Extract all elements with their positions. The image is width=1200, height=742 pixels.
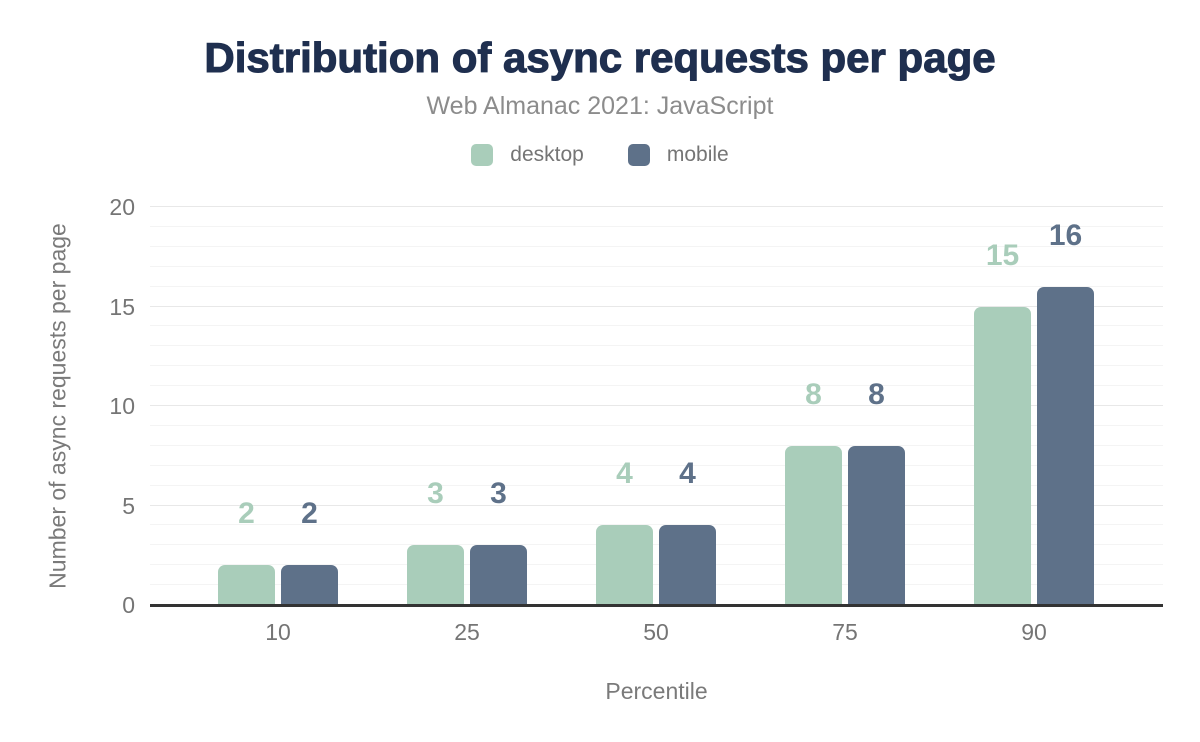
bar-value-label-mobile-p25: 3 — [490, 477, 507, 511]
bar-mobile-p25 — [470, 545, 527, 605]
y-tick-label: 0 — [122, 592, 135, 618]
bar-mobile-p90 — [1037, 286, 1094, 605]
y-tick-label: 15 — [109, 293, 135, 320]
bar-mobile-p10 — [281, 565, 338, 605]
bar-value-label-mobile-p50: 4 — [679, 457, 696, 491]
minor-gridline — [150, 325, 1163, 327]
minor-gridline — [150, 524, 1163, 526]
minor-gridline — [150, 444, 1163, 446]
bar-value-label-desktop-p25: 3 — [427, 477, 444, 511]
desktop-series-swatch — [471, 144, 494, 166]
bar-desktop-p90 — [974, 306, 1031, 605]
legend-label-mobile: mobile — [666, 143, 729, 166]
bar-mobile-p50 — [659, 525, 716, 605]
y-axis-tick-labels: 0 5 10 15 20 — [0, 194, 135, 618]
x-axis-title: Percentile — [605, 678, 708, 704]
legend-label-desktop: desktop — [510, 143, 584, 166]
bar-desktop-p75 — [785, 445, 842, 605]
minor-gridline — [150, 385, 1163, 387]
minor-gridline — [150, 345, 1163, 347]
bar-value-label-desktop-p75: 8 — [805, 377, 822, 411]
minor-gridline — [150, 265, 1163, 267]
bar-value-label-mobile-p90: 16 — [1048, 218, 1083, 252]
minor-gridline — [150, 424, 1163, 426]
x-tick-label: 50 — [643, 619, 669, 645]
minor-gridline — [150, 365, 1163, 367]
bar-value-label-mobile-p10: 2 — [301, 497, 318, 531]
x-tick-label: 10 — [265, 619, 291, 645]
minor-gridline — [150, 564, 1163, 566]
chart-subtitle: Web Almanac 2021: JavaScript — [426, 92, 774, 120]
bar-desktop-p50 — [596, 525, 653, 605]
bar-value-label-desktop-p90: 15 — [985, 238, 1020, 272]
minor-gridline — [150, 225, 1163, 227]
minor-gridline — [150, 245, 1163, 247]
minor-gridline — [150, 584, 1163, 586]
major-gridline — [150, 504, 1163, 506]
plot-area: 2 2 3 3 4 4 8 8 15 16 — [150, 206, 1163, 607]
chart-title: Distribution of async requests per page — [204, 33, 996, 81]
bar-value-label-mobile-p75: 8 — [868, 377, 885, 411]
major-gridline — [150, 305, 1163, 307]
minor-gridline — [150, 484, 1163, 486]
bar-desktop-p25 — [407, 545, 464, 605]
x-axis-tick-labels: 10 25 50 75 90 — [150, 619, 1163, 645]
x-tick-label: 90 — [1021, 619, 1047, 645]
bar-mobile-p75 — [848, 445, 905, 605]
bar-value-label-desktop-p50: 4 — [616, 457, 633, 491]
legend: desktop mobile — [0, 142, 1200, 168]
x-tick-label: 75 — [832, 619, 858, 645]
x-tick-label: 25 — [454, 619, 480, 645]
y-tick-label: 10 — [109, 393, 135, 419]
legend-item-desktop[interactable]: desktop — [471, 143, 584, 167]
x-axis-baseline — [150, 604, 1163, 607]
minor-gridline — [150, 285, 1163, 287]
minor-gridline — [150, 544, 1163, 546]
minor-gridline — [150, 464, 1163, 466]
major-gridline — [150, 206, 1163, 207]
bar-desktop-p10 — [218, 565, 275, 605]
bar-value-label-desktop-p10: 2 — [238, 497, 255, 531]
y-tick-label: 20 — [109, 194, 135, 220]
mobile-series-swatch — [627, 144, 650, 166]
major-gridline — [150, 405, 1163, 406]
y-tick-label: 5 — [122, 492, 135, 519]
legend-item-mobile[interactable]: mobile — [627, 143, 729, 167]
